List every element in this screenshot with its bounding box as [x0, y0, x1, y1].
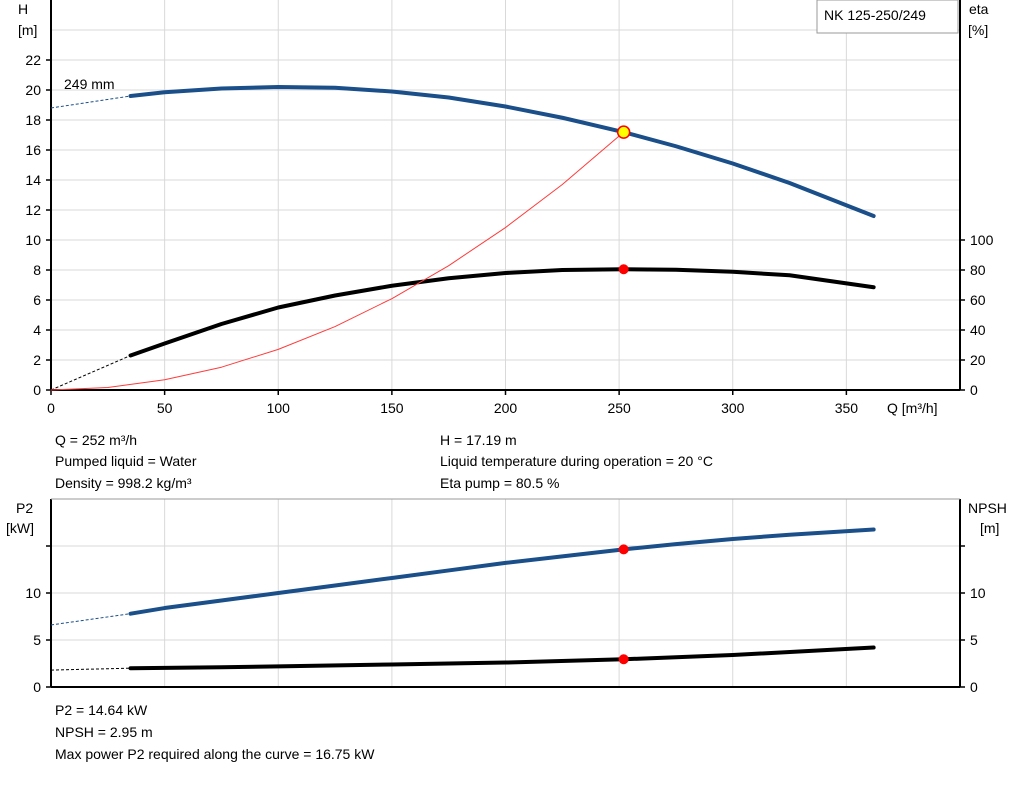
power-duty-point	[618, 544, 629, 555]
y2-tick-label: 80	[970, 262, 986, 278]
y2-tick-label: 40	[970, 322, 986, 338]
y2-tick-label: 0	[970, 382, 978, 398]
info-npsh: NPSH = 2.95 m	[55, 724, 153, 740]
info-max-p2: Max power P2 required along the curve = …	[55, 746, 375, 762]
h-axis-unit: [m]	[18, 22, 37, 38]
y2-tick-label: 0	[970, 679, 978, 695]
npsh-duty-point	[618, 654, 629, 665]
info-temp: Liquid temperature during operation = 20…	[440, 453, 713, 469]
y-tick-label: 4	[33, 322, 41, 338]
series-line	[128, 645, 876, 671]
y-tick-label: 20	[25, 82, 41, 98]
y-tick-label: 0	[33, 382, 41, 398]
npsh-axis-label: NPSH	[968, 500, 1007, 516]
y-tick-label: 18	[25, 112, 41, 128]
y2-tick-label: 10	[970, 585, 986, 601]
info-eta: Eta pump = 80.5 %	[440, 475, 559, 491]
x-tick-label: 0	[47, 400, 55, 416]
y-tick-label: 22	[25, 52, 41, 68]
y-tick-label: 16	[25, 142, 41, 158]
p2-axis-label: P2	[16, 500, 33, 516]
y-tick-label: 6	[33, 292, 41, 308]
info-h: H = 17.19 m	[440, 432, 517, 448]
x-tick-label: 300	[721, 400, 745, 416]
efficiency-duty-point	[618, 264, 629, 275]
x-tick-label: 200	[494, 400, 518, 416]
p2-axis-unit: [kW]	[6, 520, 34, 536]
info-liquid: Pumped liquid = Water	[55, 453, 197, 469]
x-tick-label: 350	[835, 400, 859, 416]
x-tick-label: 100	[267, 400, 291, 416]
series-line	[128, 527, 876, 616]
head-duty-point	[616, 125, 631, 139]
eta-axis-label: eta	[969, 1, 989, 17]
head-efficiency-chart: 0 2 4 6 8 10 12 14 16 18 20 22 0 20 40 60 80 100 0 50 100 150…	[25, 0, 994, 416]
info-p2: P2 = 14.64 kW	[55, 702, 148, 718]
npsh-axis-unit: [m]	[980, 520, 999, 536]
impeller-curve-label: 249 mm	[64, 76, 115, 92]
q-axis-label: Q [m³/h]	[887, 400, 938, 416]
y-tick-label: 0	[33, 679, 41, 695]
series-extrapolation	[50, 613, 131, 626]
pump-model-label: NK 125-250/249	[824, 7, 926, 23]
y2-tick-label: 100	[970, 232, 994, 248]
system-curve	[50, 131, 625, 391]
series-line	[128, 267, 876, 358]
info-density: Density = 998.2 kg/m³	[55, 475, 192, 491]
x-tick-label: 150	[380, 400, 404, 416]
series-extrapolation	[50, 355, 131, 391]
y-tick-label: 8	[33, 262, 41, 278]
y-tick-label: 10	[25, 585, 41, 601]
x-tick-label: 50	[157, 400, 173, 416]
y-tick-label: 12	[25, 202, 41, 218]
y2-tick-label: 5	[970, 632, 978, 648]
y-tick-label: 10	[25, 232, 41, 248]
x-tick-label: 250	[607, 400, 631, 416]
series-line	[128, 85, 876, 218]
y2-tick-label: 20	[970, 352, 986, 368]
y2-tick-label: 60	[970, 292, 986, 308]
eta-axis-unit: [%]	[968, 22, 988, 38]
h-axis-label: H	[18, 1, 28, 17]
info-q: Q = 252 m³/h	[55, 432, 137, 448]
y-tick-label: 2	[33, 352, 41, 368]
series-extrapolation	[50, 667, 131, 671]
series-extrapolation	[50, 95, 131, 109]
legend-box	[816, 0, 959, 34]
power-npsh-chart: 0 5 10 0 5 10	[25, 498, 986, 695]
y-tick-label: 14	[25, 172, 41, 188]
y-tick-label: 5	[33, 632, 41, 648]
